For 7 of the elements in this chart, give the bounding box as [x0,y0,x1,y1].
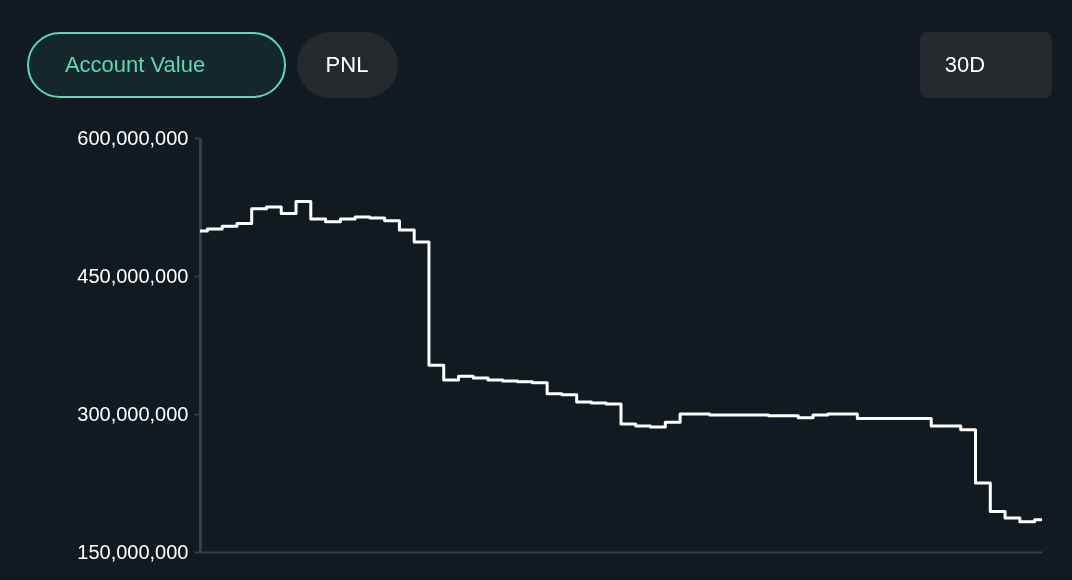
y-tick-label: 600,000,000 [77,126,189,149]
y-tick-label: 150,000,000 [77,540,189,563]
text: Account Value [64,52,206,77]
y-tick-label: 450,000,000 [77,264,189,287]
text: 30D [944,52,986,77]
y-tick-label: 300,000,000 [77,402,189,425]
text: PNL [325,52,369,77]
